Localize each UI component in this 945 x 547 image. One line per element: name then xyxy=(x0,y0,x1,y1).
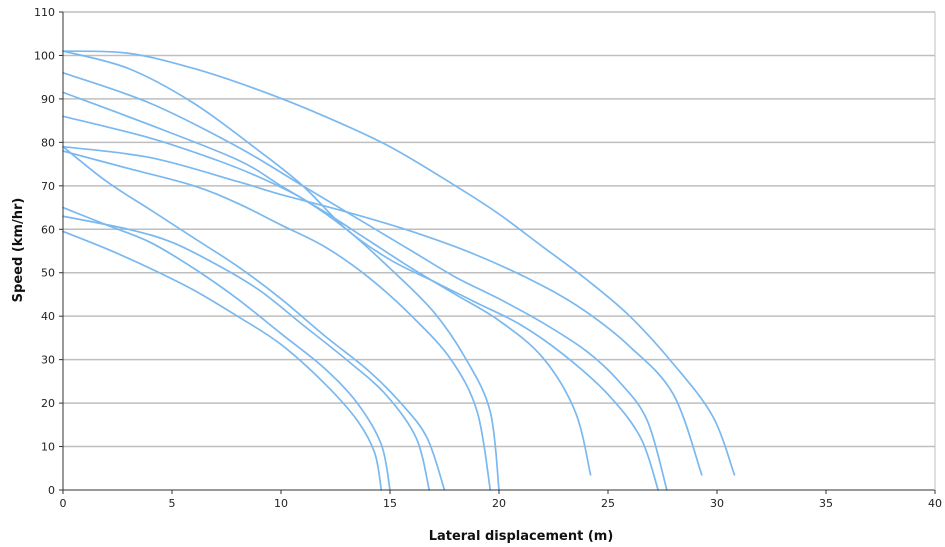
y-tick-label: 40 xyxy=(41,310,55,323)
x-tick-label: 30 xyxy=(710,497,724,510)
y-tick-label: 30 xyxy=(41,354,55,367)
series-line-1 xyxy=(62,230,383,491)
x-tick-label: 5 xyxy=(169,497,176,510)
series-line-8 xyxy=(62,50,659,491)
x-tick-label: 15 xyxy=(383,497,397,510)
x-axis-title: Lateral displacement (m) xyxy=(429,529,614,544)
x-tick-label: 20 xyxy=(492,497,506,510)
y-axis-title: Speed (km/hr) xyxy=(11,198,26,303)
series-line-9 xyxy=(62,71,668,491)
series-line-4 xyxy=(62,145,446,491)
grid-layer xyxy=(63,11,935,448)
x-tick-label: 35 xyxy=(819,497,833,510)
y-tick-label: 0 xyxy=(48,484,55,497)
y-tick-label: 110 xyxy=(34,6,55,19)
y-tick-label: 70 xyxy=(41,180,55,193)
y-tick-label: 20 xyxy=(41,397,55,410)
series-line-5 xyxy=(62,150,492,491)
y-tick-label: 100 xyxy=(34,49,55,62)
series-line-10 xyxy=(62,145,703,476)
series-line-11 xyxy=(62,50,736,476)
series-line-3 xyxy=(62,215,431,491)
series-line-7 xyxy=(62,91,592,476)
y-tick-label: 10 xyxy=(41,441,55,454)
y-tick-label: 90 xyxy=(41,93,55,106)
x-tick-label: 10 xyxy=(274,497,288,510)
series-layer xyxy=(62,50,736,491)
series-line-2 xyxy=(62,206,391,491)
y-tick-label: 50 xyxy=(41,267,55,280)
y-tick-label: 80 xyxy=(41,136,55,149)
y-tick-label: 60 xyxy=(41,223,55,236)
x-tick-label: 0 xyxy=(60,497,67,510)
x-tick-label: 40 xyxy=(928,497,942,510)
x-tick-label: 25 xyxy=(601,497,615,510)
axis-layer: 0 10 20 30 40 50 60 70 80 90 100 110 0 5 10 15 20 25 30 35 4… xyxy=(34,6,942,510)
